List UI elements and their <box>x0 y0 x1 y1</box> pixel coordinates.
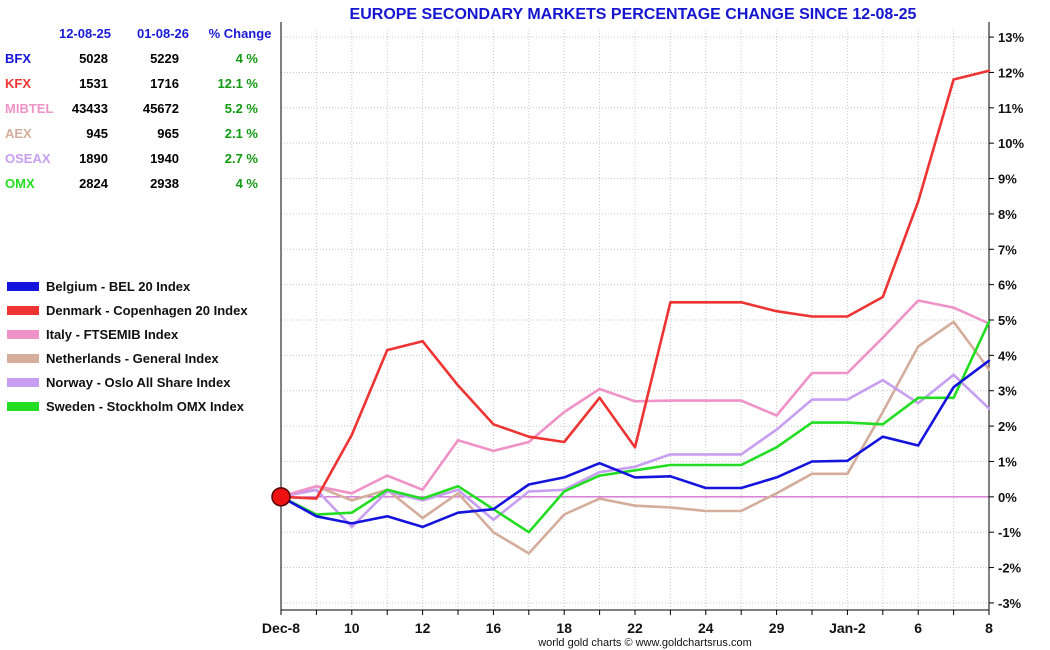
legend-label: Italy - FTSEMIB Index <box>46 327 179 342</box>
chart-title: EUROPE SECONDARY MARKETS PERCENTAGE CHAN… <box>350 6 917 23</box>
x-tick-label: 24 <box>698 620 714 636</box>
start-point-marker <box>271 487 291 507</box>
y-tick-label: 7% <box>998 242 1017 257</box>
x-tick-label: 29 <box>769 620 785 636</box>
x-tick-label: 8 <box>985 620 993 636</box>
y-tick-label: -3% <box>998 596 1022 611</box>
y-tick-label: 9% <box>998 172 1017 187</box>
table-header: 12-08-25 <box>59 26 111 41</box>
table-ticker: AEX <box>5 126 32 141</box>
table-change-value: 4 % <box>236 176 259 191</box>
table-change-value: 2.7 % <box>225 151 259 166</box>
table-ticker: OSEAX <box>5 151 51 166</box>
y-tick-label: -1% <box>998 525 1022 540</box>
table-change-value: 4 % <box>236 51 259 66</box>
table-ticker: OMX <box>5 176 35 191</box>
table-ticker: KFX <box>5 76 31 91</box>
table-start-value: 1531 <box>79 76 108 91</box>
table-change-value: 2.1 % <box>225 126 259 141</box>
y-tick-label: 4% <box>998 348 1017 363</box>
legend-swatch <box>7 330 39 339</box>
x-tick-label: 16 <box>486 620 502 636</box>
y-tick-label: 5% <box>998 313 1017 328</box>
table-start-value: 5028 <box>79 51 108 66</box>
x-tick-label: 10 <box>344 620 360 636</box>
table-start-value: 945 <box>86 126 108 141</box>
legend-swatch <box>7 306 39 315</box>
y-tick-label: 11% <box>998 101 1024 116</box>
y-tick-label: 3% <box>998 384 1017 399</box>
series-line-netherlands-general-index <box>279 320 991 555</box>
y-tick-label: 0% <box>998 490 1017 505</box>
legend-label: Norway - Oslo All Share Index <box>46 375 231 390</box>
legend-swatch <box>7 282 39 291</box>
legend-swatch <box>7 354 39 363</box>
table-end-value: 965 <box>157 126 179 141</box>
table-ticker: BFX <box>5 51 31 66</box>
legend-swatch <box>7 402 39 411</box>
table-header: % Change <box>209 26 272 41</box>
table-end-value: 1716 <box>150 76 179 91</box>
series-line-italy-ftsemib-index <box>279 299 991 499</box>
series-line-norway-oslo-all-share-index <box>279 373 991 529</box>
legend-label: Sweden - Stockholm OMX Index <box>46 399 245 414</box>
table-end-value: 1940 <box>150 151 179 166</box>
legend-label: Netherlands - General Index <box>46 351 219 366</box>
table-end-value: 2938 <box>150 176 179 191</box>
table-ticker: MIBTEL <box>5 101 53 116</box>
axes: -3% -2% -1% 0% 1% 2% 3% 4% 5% 6% 7% 8% 9% 10% 11% 12% 13… <box>262 22 1024 636</box>
legend-label: Belgium - BEL 20 Index <box>46 279 191 294</box>
summary-table: 12-08-25 01-08-26 % Change BFX 5028 5229 4 % KF… <box>5 26 271 191</box>
data-series <box>279 69 991 555</box>
y-tick-label: 1% <box>998 454 1017 469</box>
legend: Belgium - BEL 20 Index Denmark - Copenhag… <box>7 279 248 414</box>
x-tick-label: 22 <box>627 620 643 636</box>
table-start-value: 2824 <box>79 176 109 191</box>
table-start-value: 1890 <box>79 151 108 166</box>
x-tick-label: Jan-2 <box>829 620 866 636</box>
legend-swatch <box>7 378 39 387</box>
series-line-sweden-stockholm-omx-index <box>279 320 991 534</box>
series-line-belgium-bel-20-index <box>279 359 991 529</box>
x-tick-label: 12 <box>415 620 431 636</box>
y-tick-label: -2% <box>998 561 1022 576</box>
x-tick-label: Dec-8 <box>262 620 300 636</box>
x-tick-label: 6 <box>914 620 922 636</box>
start-marker-group <box>271 487 291 507</box>
table-change-value: 5.2 % <box>225 101 259 116</box>
x-tick-label: 18 <box>556 620 572 636</box>
y-tick-label: 8% <box>998 207 1017 222</box>
y-tick-label: 13% <box>998 30 1024 45</box>
y-tick-label: 10% <box>998 136 1024 151</box>
y-tick-label: 6% <box>998 278 1017 293</box>
legend-label: Denmark - Copenhagen 20 Index <box>46 303 248 318</box>
chart-credit: world gold charts © www.goldchartsrus.co… <box>537 637 752 649</box>
gridlines <box>280 30 990 610</box>
y-tick-label: 12% <box>998 65 1024 80</box>
y-tick-label: 2% <box>998 419 1017 434</box>
table-end-value: 45672 <box>143 101 179 116</box>
table-start-value: 43433 <box>72 101 108 116</box>
table-change-value: 12.1 % <box>218 76 259 91</box>
table-header: 01-08-26 <box>137 26 189 41</box>
series-line-denmark-copenhagen-20-index <box>279 69 991 500</box>
table-end-value: 5229 <box>150 51 179 66</box>
